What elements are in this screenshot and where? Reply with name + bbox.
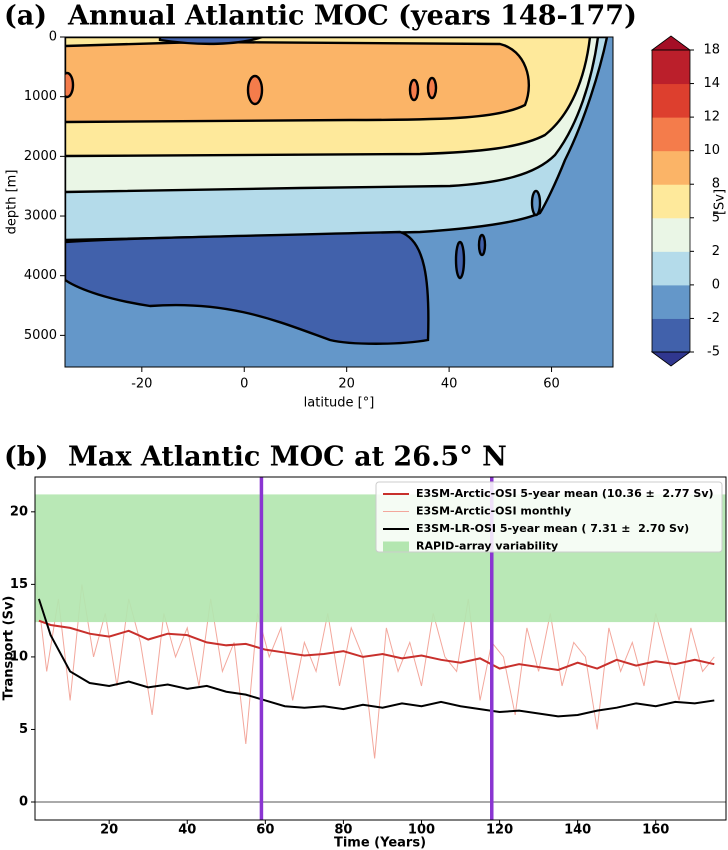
colorbar-tick-label: 12: [703, 110, 720, 125]
colorbar-tick-label: 2: [712, 244, 720, 259]
x-tick-label: 20: [100, 823, 118, 838]
contour-band: [65, 71, 75, 99]
y-tick-label: 5: [19, 722, 28, 737]
colorbar-tick-label: 8: [712, 177, 720, 192]
colorbar-band: [652, 117, 690, 152]
y-axis-label: Transport (Sv): [2, 596, 17, 701]
y-tick-label: 1000: [24, 89, 57, 104]
x-tick-label: 60: [256, 823, 274, 838]
contour-field: [65, 37, 613, 367]
legend-label: E3SM-LR-OSI 5-year mean ( 7.31 ± 2.70 Sv…: [416, 522, 689, 535]
x-tick-label: 100: [408, 823, 435, 838]
panel-label: (a): [4, 1, 47, 32]
y-tick-label: 10: [10, 649, 28, 664]
y-axis-label: depth [m]: [5, 170, 20, 235]
contour-band: [530, 189, 542, 217]
series-line: [37, 598, 715, 718]
colorbar-label: [Sv]: [713, 189, 728, 215]
axes-frame: [34, 476, 727, 821]
colorbar-tick-label: 0: [712, 277, 720, 292]
colorbar-tick-label: 5: [712, 210, 720, 225]
colorbar-tick-label: 14: [703, 76, 720, 91]
contour-band: [158, 37, 263, 46]
y-tick-label: 2000: [24, 149, 57, 164]
x-tick-label: 160: [642, 823, 669, 838]
colorbar-band: [652, 150, 690, 185]
contour-band: [65, 40, 530, 124]
colorbar-band: [652, 184, 690, 219]
contour-band: [426, 76, 438, 100]
x-tick-label: 120: [486, 823, 513, 838]
y-tick-label: 20: [10, 504, 28, 519]
contour-band: [246, 74, 264, 106]
legend-label: E3SM-Arctic-OSI 5-year mean (10.36 ± 2.7…: [416, 487, 714, 500]
contour-band: [477, 233, 487, 257]
x-axis-label: Time (Years): [334, 836, 426, 850]
timeseries-panel: 20 40 60 80 100 120 140 160 0 5 10 15 20 E3SM-Arctic-…: [10, 477, 726, 838]
series-line: [35, 569, 715, 759]
contour-band: [408, 78, 420, 102]
colorbar-band: [652, 83, 690, 118]
x-tick-label: -20: [131, 377, 152, 392]
chart-title: Annual Atlantic MOC (years 148-177): [67, 1, 637, 32]
y-tick-label: 3000: [24, 209, 57, 224]
colorbar-band: [652, 284, 690, 319]
y-tick-label: 15: [10, 577, 28, 592]
legend-box: [375, 481, 723, 553]
colorbar-frame: [651, 49, 691, 353]
colorbar-tick-label: 10: [703, 143, 720, 158]
y-tick-label: 4000: [24, 268, 57, 283]
legend-label: E3SM-Arctic-OSI monthly: [416, 505, 571, 518]
colorbar-tick-label: -2: [707, 311, 720, 326]
colorbar-tick-label: -5: [707, 345, 720, 360]
x-tick-label: 140: [564, 823, 591, 838]
y-tick-label: 0: [49, 30, 57, 45]
x-tick-label: 40: [178, 823, 196, 838]
colorbar-band: [652, 251, 690, 286]
x-tick-label: 20: [338, 377, 355, 392]
y-tick-label: 0: [19, 795, 28, 810]
series-line: [38, 619, 715, 672]
legend-swatch: [383, 541, 409, 552]
x-tick-label: 40: [441, 377, 458, 392]
axes-frame: [64, 36, 614, 368]
colorbar-band: [652, 217, 690, 252]
colorbar-extend-over: [650, 35, 692, 51]
x-tick-label: 0: [240, 377, 248, 392]
y-tick-label: 5000: [24, 328, 57, 343]
x-tick-label: 60: [543, 377, 560, 392]
x-tick-label: 80: [334, 823, 352, 838]
contour-band: [454, 240, 466, 280]
panel-label: (b): [4, 442, 48, 473]
colorbar-band: [652, 50, 690, 85]
contour-band: [65, 230, 430, 345]
chart-title: Max Atlantic MOC at 26.5° N: [68, 442, 507, 473]
colorbar-extend-under: [650, 351, 692, 367]
legend-label: RAPID-array variability: [416, 540, 558, 553]
x-axis-label: latitude [°]: [304, 396, 375, 411]
colorbar-tick-label: 18: [703, 43, 720, 58]
colorbar-band: [652, 318, 690, 353]
